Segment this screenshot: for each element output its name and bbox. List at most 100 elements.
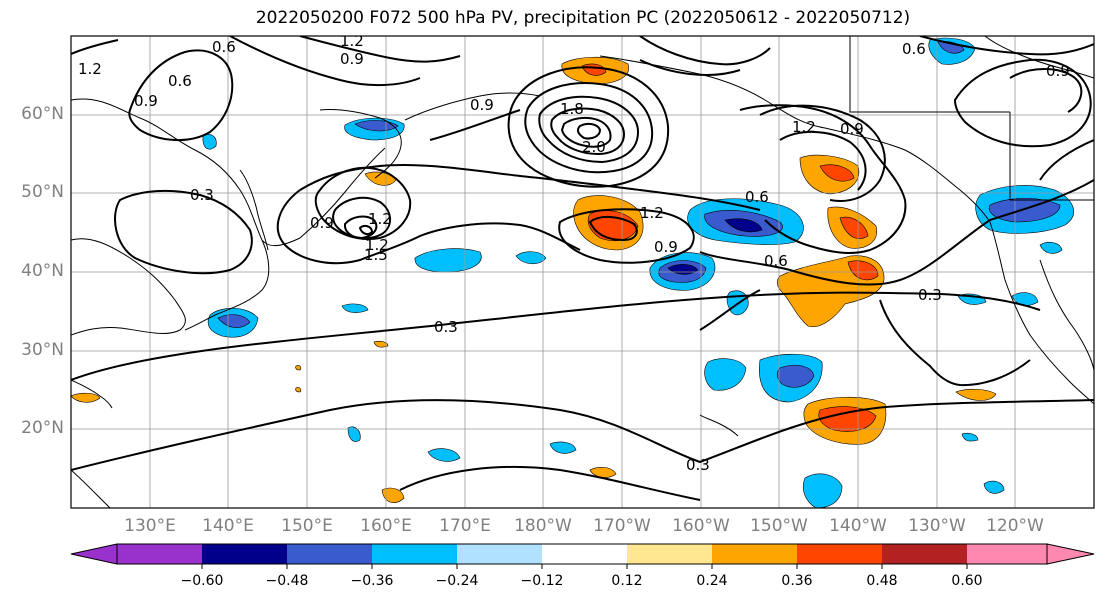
contour-label: 0.3: [686, 456, 710, 474]
colorbar-segment: [797, 544, 882, 564]
sakhalin: [239, 169, 269, 251]
chukotka: [404, 92, 541, 121]
lat-label-30n: 30°N: [21, 340, 64, 360]
contour-label: 1.2: [365, 236, 389, 254]
pv-contour: [558, 208, 695, 264]
pv-contour: [779, 130, 867, 191]
map-frame: [70, 35, 1095, 509]
precip-area: [427, 448, 461, 462]
precip-area: [515, 251, 547, 265]
contour-label: 0.9: [840, 120, 864, 138]
hawaii-islands: [699, 414, 739, 437]
colorbar-tick-label: 0.24: [696, 573, 728, 589]
lat-label-20n: 20°N: [21, 418, 64, 438]
contour-labels: 0.6 1.2 0.9 1.2 0.9 0.6 0.9 1.2 0.3 0.9 …: [78, 32, 1070, 474]
pv-contour: [588, 216, 638, 242]
lon-label-150w: 150°W: [750, 516, 808, 536]
pv-contours: [71, 36, 1094, 501]
colorbar-tick-label: 0.12: [611, 573, 643, 589]
colorbar: [70, 543, 1095, 569]
precip-area: [819, 164, 855, 182]
colorbar-segment: [627, 544, 712, 564]
alaska-coast: [599, 55, 991, 223]
asia-coast: [71, 98, 301, 247]
contour-label: 0.6: [764, 252, 788, 270]
lat-label-50n: 50°N: [21, 182, 64, 202]
lon-label-160e: 160°E: [360, 516, 412, 536]
pv-contour: [524, 82, 654, 174]
contour-label: 0.9: [654, 238, 678, 256]
lon-label-170w: 170°W: [593, 516, 651, 536]
lon-label-140e: 140°E: [202, 516, 254, 536]
precip-area: [217, 314, 251, 328]
pv-contour: [114, 189, 253, 275]
contour-label: 0.9: [470, 96, 494, 114]
colorbar-tick-label: 0.60: [951, 573, 983, 589]
precip-area: [354, 120, 399, 132]
colorbar-tick-label: −0.36: [350, 573, 394, 589]
pv-contour: [507, 66, 670, 188]
precip-area: [347, 426, 361, 442]
colorbar-segment: [882, 544, 967, 564]
canada-border: [849, 36, 1010, 113]
pv-contour: [314, 166, 412, 240]
lon-label-150e: 150°E: [281, 516, 333, 536]
kuril-islands: [299, 147, 386, 239]
precip-area: [295, 387, 302, 393]
contour-label: 1.2: [340, 32, 364, 50]
lon-label-120w: 120°W: [986, 516, 1044, 536]
lon-label-170e: 170°E: [439, 516, 491, 536]
contour-label: 0.9: [134, 92, 158, 110]
precip-area: [295, 365, 302, 371]
colorbar-segment: [202, 544, 287, 564]
contour-label: 1.2: [78, 60, 102, 78]
contour-label: 0.3: [918, 286, 942, 304]
precip-area: [955, 388, 997, 401]
north-america-west-coast: [989, 221, 1094, 405]
precip-area: [589, 467, 617, 478]
pv-contour: [538, 95, 640, 164]
colorbar-tick-label: −0.24: [435, 573, 479, 589]
us-canada-border: [1009, 112, 1094, 201]
colorbar-segment: [70, 543, 118, 565]
pv-contour: [229, 36, 421, 87]
colorbar-segment: [967, 544, 1047, 564]
contour-label: 1.2: [792, 118, 816, 136]
lat-label-40n: 40°N: [21, 261, 64, 281]
precip-area: [983, 480, 1005, 494]
pv-contour: [560, 116, 612, 148]
lon-label-130e: 130°E: [124, 516, 176, 536]
canada-coast: [984, 36, 1094, 79]
contour-label: 1.8: [560, 100, 584, 118]
pv-contour: [699, 179, 1094, 286]
precip-area: [818, 406, 877, 432]
colorbar-tick-label: −0.12: [520, 573, 564, 589]
colorbar-segment: [287, 544, 372, 564]
colorbar-tick-label: 0.48: [866, 573, 898, 589]
colorbar-tick-label: −0.60: [180, 573, 224, 589]
contour-label: 1.2: [640, 204, 664, 222]
colorbar-segment: [372, 544, 457, 564]
precip-area: [341, 303, 369, 313]
colorbar-segment: [117, 544, 202, 564]
pv-contour: [128, 49, 234, 142]
pv-contour: [639, 59, 741, 76]
contour-label: 1.5: [364, 246, 388, 264]
japan: [184, 239, 270, 331]
coastlines: [71, 36, 1094, 508]
contour-label: 0.6: [902, 40, 926, 58]
contour-label: 0.6: [212, 38, 236, 56]
contour-label: 2.0: [582, 138, 606, 156]
pv-contour: [276, 189, 581, 265]
contour-label: 0.6: [168, 72, 192, 90]
colorbar-tick-label: −0.48: [265, 573, 309, 589]
precip-area: [839, 216, 869, 239]
pv-contour: [739, 104, 907, 254]
precip-area: [373, 340, 389, 348]
pv-contour: [550, 107, 626, 156]
precip-area: [961, 432, 979, 442]
colorbar-segment: [712, 544, 797, 564]
colorbar-segment: [542, 544, 627, 564]
pv-contour: [358, 224, 374, 236]
